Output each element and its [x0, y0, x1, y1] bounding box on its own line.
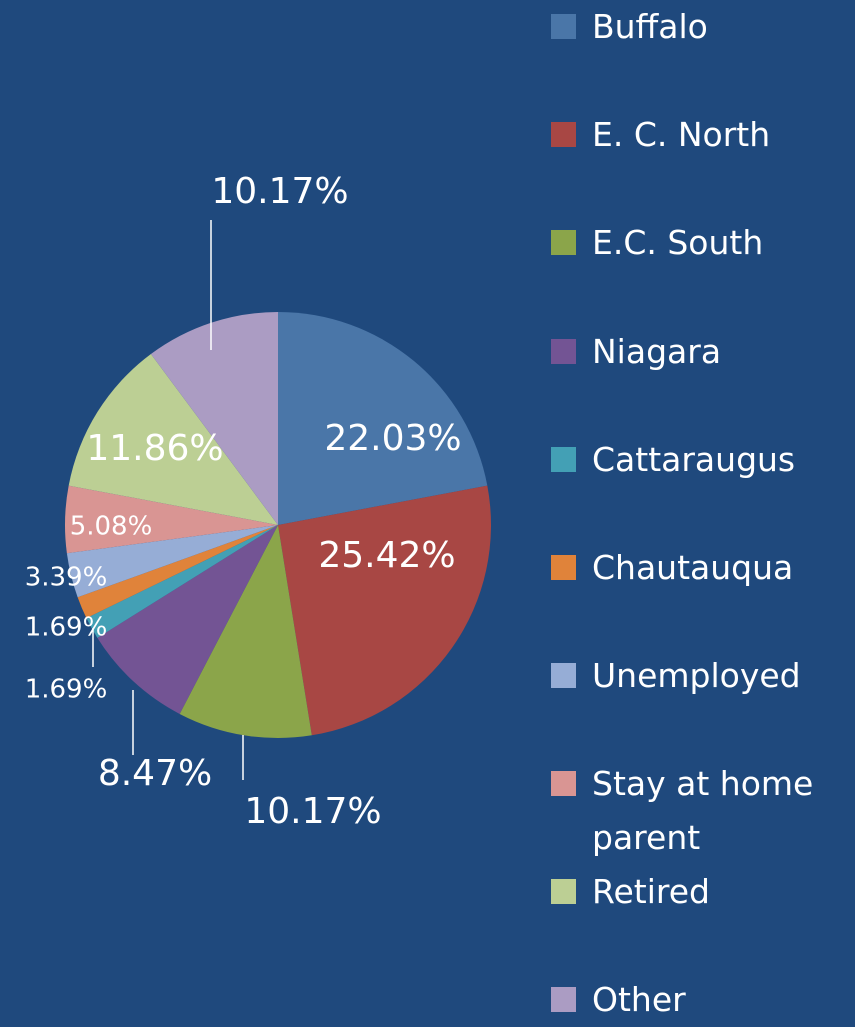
pie-slice — [278, 312, 488, 525]
pie-slice — [278, 485, 492, 736]
pie-slice — [150, 312, 278, 525]
legend-swatch — [551, 663, 576, 688]
legend-item: Unemployed — [551, 649, 851, 703]
data-label: 22.03% — [324, 418, 461, 459]
pie-slice — [77, 525, 279, 619]
legend-item: E. C. North — [551, 108, 851, 162]
legend-swatch — [551, 771, 576, 796]
legend-label: E. C. North — [592, 115, 771, 154]
legend-item: Other — [551, 973, 851, 1027]
legend-label: E.C. South — [592, 223, 764, 262]
pie-slice — [65, 485, 278, 554]
data-label: 11.86% — [86, 428, 223, 469]
data-label: 5.08% — [70, 512, 153, 542]
legend-swatch — [551, 879, 576, 904]
legend-item: Stay at home parent — [551, 757, 851, 865]
pie-slice — [97, 525, 279, 714]
data-label: 1.69% — [25, 613, 108, 643]
pie-slice — [66, 525, 278, 598]
legend-item: Niagara — [551, 325, 851, 379]
legend-item: E.C. South — [551, 216, 851, 270]
pie-slice — [86, 525, 279, 638]
legend-item: Buffalo — [551, 0, 851, 54]
data-label: 3.39% — [25, 563, 108, 593]
data-label: 8.47% — [98, 753, 212, 794]
legend-label: Chautauqua — [592, 548, 794, 587]
legend-label: Retired — [592, 872, 710, 911]
legend-label: Stay at home parent — [592, 764, 814, 857]
legend-item: Retired — [551, 865, 851, 919]
legend-label: Buffalo — [592, 7, 708, 46]
pie-slice — [68, 354, 279, 525]
legend-swatch — [551, 122, 576, 147]
data-label: 10.17% — [211, 171, 348, 212]
legend-swatch — [551, 987, 576, 1012]
legend-swatch — [551, 14, 576, 39]
legend-label: Niagara — [592, 332, 722, 371]
legend-item: Cattaraugus — [551, 433, 851, 487]
legend-swatch — [551, 555, 576, 580]
data-label: 10.17% — [244, 791, 381, 832]
legend-label: Other — [592, 980, 686, 1019]
legend-item: Chautauqua — [551, 541, 851, 595]
pie-slice — [179, 525, 312, 738]
legend-label: Cattaraugus — [592, 440, 796, 479]
legend-swatch — [551, 230, 576, 255]
data-label: 1.69% — [25, 675, 108, 705]
data-label: 25.42% — [318, 535, 455, 576]
legend-swatch — [551, 339, 576, 364]
legend-label: Unemployed — [592, 656, 801, 695]
legend-swatch — [551, 447, 576, 472]
